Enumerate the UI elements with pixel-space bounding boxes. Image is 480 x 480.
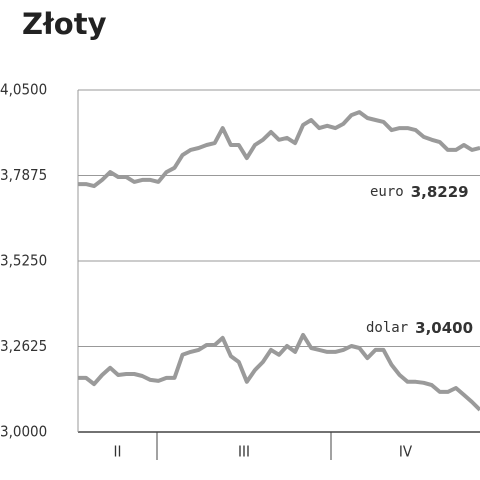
- series-name: euro: [370, 184, 404, 200]
- series-annotation: dolar 3,0400: [366, 319, 473, 337]
- x-tick-label: IV: [399, 443, 413, 461]
- series-name: dolar: [366, 320, 408, 336]
- y-tick-label: 3,2625: [0, 337, 47, 355]
- series-line: [78, 110, 480, 189]
- y-tick-label: 4,0500: [0, 81, 47, 99]
- y-tick-label: 3,7875: [0, 166, 47, 184]
- series-annotation: euro 3,8229: [370, 183, 469, 201]
- end-value: 3,0400: [415, 319, 473, 337]
- series-line: [78, 332, 480, 412]
- x-tick-label: III: [238, 443, 250, 461]
- x-tick-label: II: [114, 443, 122, 461]
- end-value: 3,8229: [411, 183, 469, 201]
- chart-title: Złoty: [22, 7, 107, 41]
- y-tick-label: 3,5250: [0, 252, 47, 270]
- y-tick-label: 3,0000: [0, 423, 47, 441]
